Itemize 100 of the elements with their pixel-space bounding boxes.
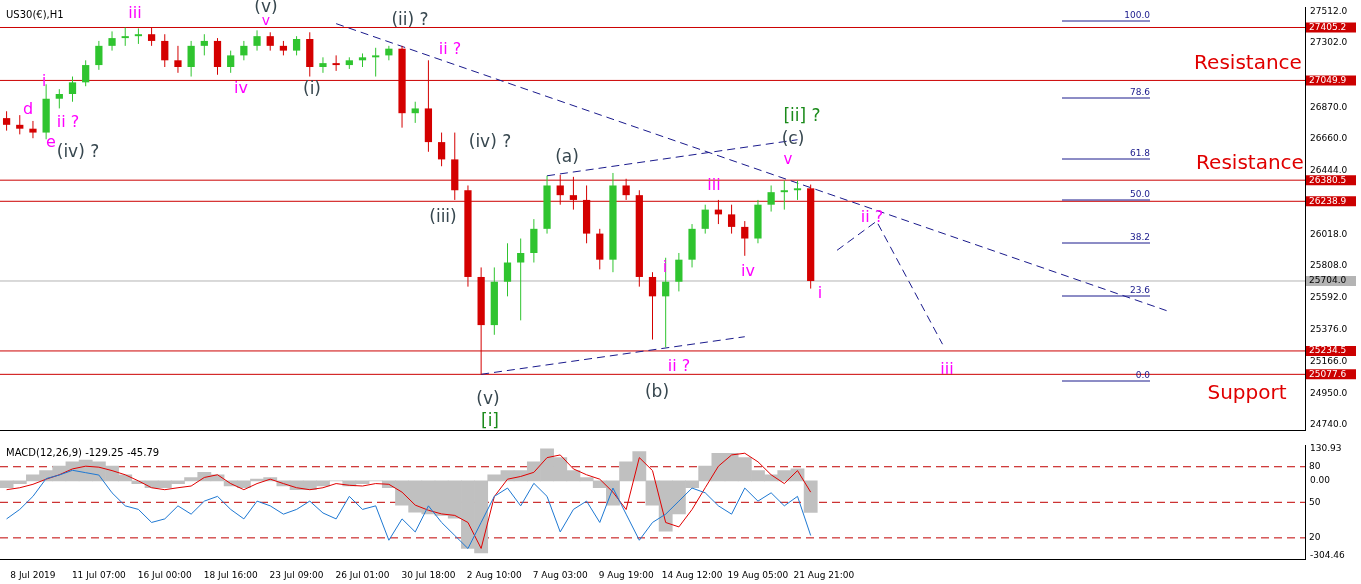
annotation: 78.6 — [1129, 86, 1151, 97]
chart-title: MACD(12,26,9) -129.25 -45.79 — [6, 446, 160, 458]
annotation: i — [817, 283, 823, 303]
annotation: Support — [1207, 380, 1287, 405]
x-tick-label: 26 Jul 01:00 — [335, 569, 390, 580]
ref-line-label: 27405.2 — [1309, 21, 1347, 32]
candlestick — [108, 30, 116, 52]
annotation: (b) — [644, 381, 670, 402]
annotation: ii ? — [438, 39, 462, 59]
candlestick — [319, 56, 327, 74]
ref-line-label: 80 — [1309, 461, 1321, 472]
candlestick — [55, 88, 63, 109]
x-tick-label: 8 Jul 2019 — [10, 569, 56, 580]
annotation: v — [783, 149, 793, 168]
annotation: ii ? — [860, 207, 884, 227]
y-tick-label: 27512.0 — [1310, 5, 1348, 16]
annotation: iv — [741, 261, 755, 281]
annotation: (a) — [555, 146, 579, 167]
candlestick — [727, 204, 736, 235]
y-tick-label: 25166.0 — [1310, 355, 1348, 366]
y-tick-label: 25592.0 — [1310, 292, 1348, 303]
annotation: 23.6 — [1129, 284, 1151, 295]
annotation: 50.0 — [1129, 188, 1151, 199]
annotation: 38.2 — [1129, 231, 1150, 242]
y-tick-label: 26870.0 — [1310, 101, 1348, 112]
y-tick-label: 24740.0 — [1310, 418, 1348, 429]
candlestick — [767, 184, 775, 213]
x-tick-label: 19 Aug 05:00 — [727, 569, 789, 580]
x-tick-label: 30 Jul 18:00 — [401, 569, 456, 580]
candlestick — [240, 40, 248, 61]
annotation: (iv) ? — [468, 131, 512, 152]
candlestick — [662, 257, 670, 348]
candlestick — [200, 33, 208, 56]
x-tick-label: 14 Aug 12:00 — [661, 569, 723, 580]
candlestick — [161, 33, 169, 68]
candlestick — [411, 101, 419, 124]
x-tick-label: 7 Aug 03:00 — [532, 569, 588, 580]
annotation: (ii) ? — [391, 9, 429, 30]
ref-line-label: 50 — [1309, 496, 1321, 507]
candlestick — [292, 35, 301, 56]
y-tick-label: 24950.0 — [1310, 387, 1348, 398]
annotation: (iv) ? — [56, 141, 100, 162]
y-tick-label: 0.00 — [1310, 475, 1331, 486]
annotation: e — [46, 132, 56, 152]
x-tick-label: 11 Jul 07:00 — [71, 569, 127, 580]
annotation: iii — [940, 359, 954, 379]
annotation: ii ? — [667, 356, 691, 376]
candlestick — [517, 238, 525, 321]
candlestick — [675, 252, 683, 292]
x-tick-label: 9 Aug 19:00 — [598, 569, 654, 580]
annotation: i — [41, 71, 47, 90]
candlestick — [29, 120, 37, 139]
candlestick — [780, 180, 788, 211]
ref-line-label: 25234.5 — [1309, 345, 1347, 356]
candlestick — [82, 59, 90, 87]
y-tick-label: -304.46 — [1310, 549, 1346, 560]
annotation: [i] — [481, 410, 499, 431]
annotation: Resistance — [1196, 150, 1304, 175]
ref-line-label: 27049.9 — [1309, 74, 1347, 85]
x-tick-label: 16 Jul 00:00 — [137, 569, 193, 580]
annotation: (iii) — [429, 206, 457, 227]
candlestick — [16, 114, 24, 135]
annotation: (i) — [303, 78, 321, 99]
candlestick — [503, 242, 512, 297]
candlestick — [648, 271, 657, 341]
candlestick — [266, 31, 274, 52]
x-tick-label: 23 Jul 09:00 — [269, 569, 324, 580]
annotation: [ii] ? — [783, 105, 821, 126]
y-tick-label: 130.93 — [1310, 443, 1342, 454]
chart-title: US30(€),H1 — [6, 8, 64, 20]
candlestick — [701, 204, 709, 235]
y-tick-label: 26018.0 — [1310, 228, 1348, 239]
candlestick — [121, 27, 129, 47]
y-tick-label: 26660.0 — [1310, 132, 1348, 143]
candlestick — [741, 220, 749, 257]
x-tick-label: 2 Aug 10:00 — [466, 569, 523, 580]
annotation: iii — [707, 175, 721, 195]
y-tick-label: 27302.0 — [1310, 37, 1348, 48]
candlestick — [332, 54, 340, 72]
candlestick — [372, 47, 380, 78]
annotation: 100.0 — [1124, 9, 1151, 20]
x-tick-label: 18 Jul 16:00 — [203, 569, 258, 580]
annotation: d — [22, 99, 34, 119]
candlestick — [134, 27, 143, 45]
annotation: iii — [128, 3, 142, 23]
annotation: i — [662, 257, 668, 277]
candlestick — [793, 180, 802, 201]
ref-line-label: 26380.5 — [1309, 174, 1347, 185]
bar — [803, 480, 818, 513]
candlestick — [253, 29, 261, 52]
candlestick — [174, 45, 182, 74]
candlestick — [95, 40, 103, 71]
annotation: Resistance — [1194, 50, 1302, 75]
y-tick-label: 26444.0 — [1310, 165, 1348, 176]
candlestick — [2, 110, 11, 132]
x-tick-label: 21 Aug 21:00 — [793, 569, 855, 580]
annotation: (c) — [781, 128, 805, 149]
ref-line-label: 25704.0 — [1309, 275, 1347, 286]
y-tick-label: 25376.0 — [1310, 324, 1348, 335]
candlestick — [227, 50, 235, 74]
